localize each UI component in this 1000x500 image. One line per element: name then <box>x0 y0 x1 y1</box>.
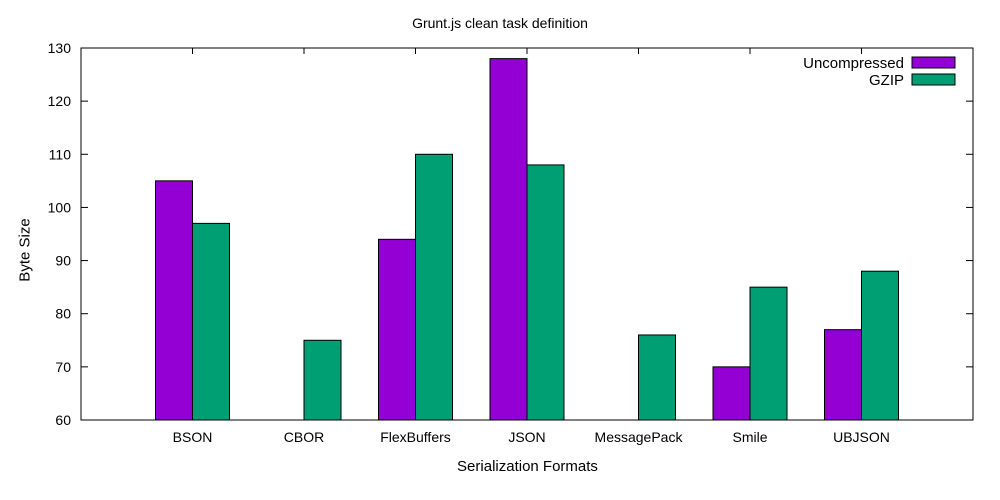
y-tick-label: 80 <box>55 306 71 322</box>
bar-gzip-json <box>526 164 565 421</box>
y-tick-label: 90 <box>55 253 71 269</box>
x-axis-label: Serialization Formats <box>457 458 598 475</box>
x-tick-label: UBJSON <box>833 429 890 445</box>
y-tick-label: 60 <box>55 412 71 428</box>
bar-gzip-messagepack <box>638 334 676 421</box>
y-tick-label: 70 <box>55 359 71 375</box>
x-tick-label: BSON <box>173 429 213 445</box>
bar-uncompressed-bson <box>155 180 193 421</box>
y-tick-label: 110 <box>49 146 72 162</box>
x-tick-label: MessagePack <box>595 429 684 445</box>
bar-uncompressed-flexbuffers <box>378 238 416 421</box>
legend-label-uncompressed: Uncompressed <box>803 55 904 72</box>
plot-frame <box>80 47 974 421</box>
x-tick-label: Smile <box>732 429 767 445</box>
y-tick-label: 130 <box>48 40 72 56</box>
chart-title: Grunt.js clean task definition <box>412 15 588 31</box>
bar-gzip-bson <box>192 222 230 421</box>
bar-gzip-ubjson <box>861 270 899 421</box>
legend-swatch-uncompressed <box>911 56 956 69</box>
bar-gzip-cbor <box>303 339 342 421</box>
x-tick-label: JSON <box>508 429 545 445</box>
bar-gzip-flexbuffers <box>415 153 453 421</box>
x-tick-label: FlexBuffers <box>380 429 451 445</box>
y-tick-label: 120 <box>48 93 72 109</box>
legend-label-gzip: GZIP <box>869 72 904 89</box>
legend-swatch-gzip <box>911 73 956 86</box>
bar-uncompressed-ubjson <box>824 329 862 421</box>
bar-uncompressed-json <box>489 58 528 421</box>
bar-uncompressed-smile <box>712 366 751 421</box>
x-tick-label: CBOR <box>284 429 324 445</box>
y-tick-label: 100 <box>48 199 72 215</box>
bar-gzip-smile <box>749 286 788 421</box>
